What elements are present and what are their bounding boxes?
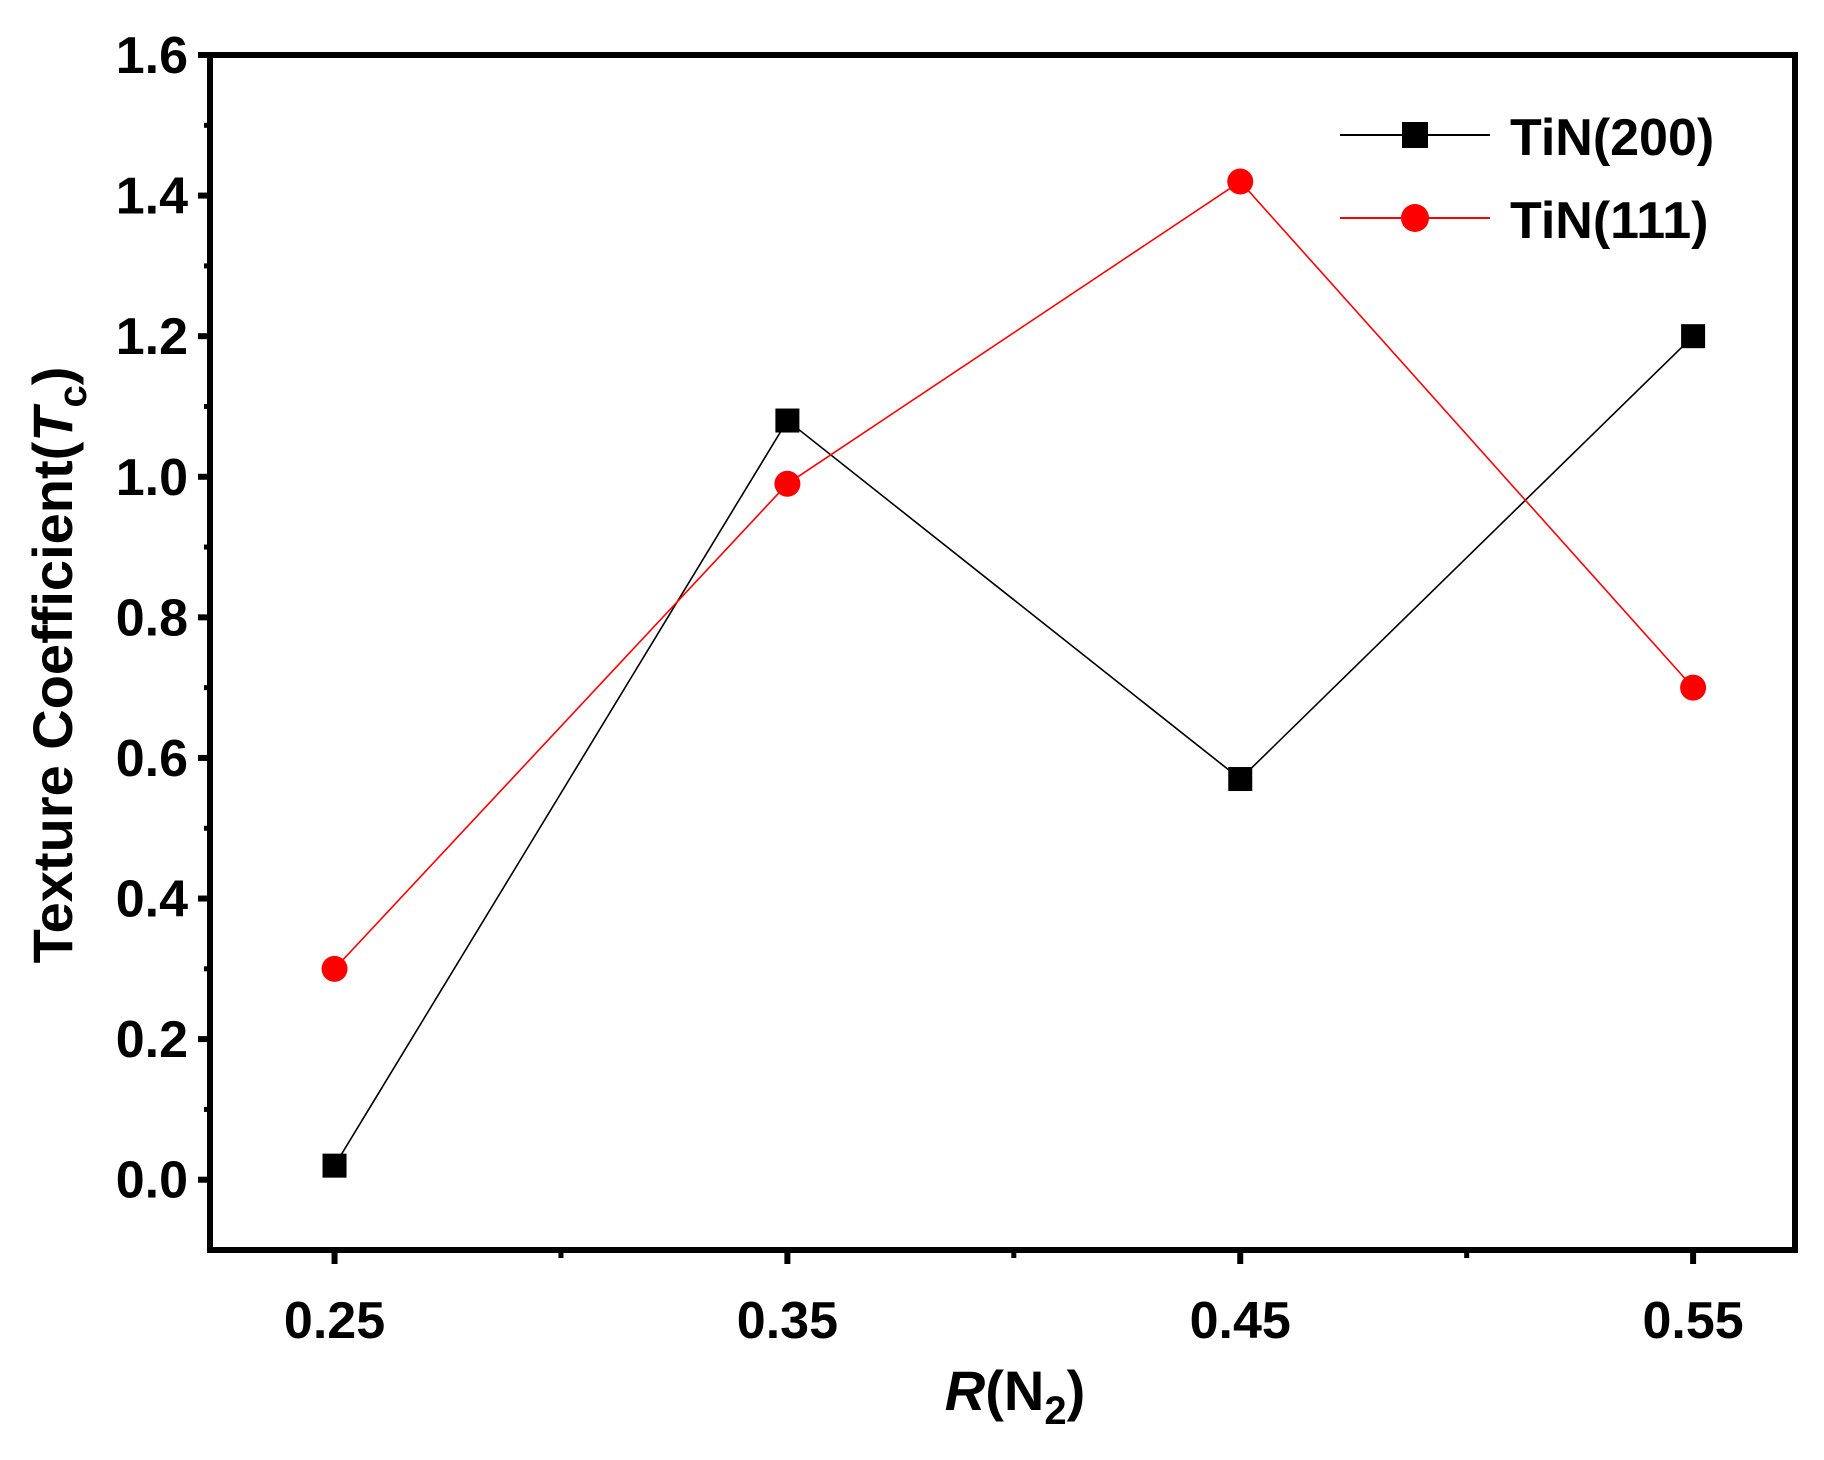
x-tick-label: 0.35 (737, 1292, 838, 1350)
x-tick-label: 0.25 (284, 1292, 385, 1350)
y-axis: 0.0 0.2 0.4 0.6 0.8 1.0 1.2 1.4 1.6 (116, 27, 211, 1210)
plot-frame (207, 52, 1798, 1253)
y-tick-label: 0.0 (116, 1152, 188, 1210)
x-axis-title-sub: 2 (1044, 1389, 1066, 1433)
y-tick-label: 1.2 (116, 308, 188, 366)
y-tick-label: 0.8 (116, 589, 188, 647)
y-axis-title-sub: c (51, 385, 95, 407)
x-tick-label: 0.45 (1190, 1292, 1291, 1350)
y-tick-label: 0.4 (116, 871, 188, 929)
data-point-circle (321, 955, 348, 982)
data-point-square (1228, 767, 1253, 792)
y-axis-title: Texture Coefficient(Tc) (21, 367, 95, 964)
data-point-square (775, 408, 800, 433)
x-axis-title: R(N2) (945, 1359, 1085, 1433)
x-tick-label: 0.55 (1642, 1292, 1743, 1350)
y-tick-label: 0.2 (116, 1011, 188, 1069)
data-point-circle (1227, 168, 1254, 195)
data-point-circle (774, 470, 801, 497)
y-tick-label: 1.0 (116, 449, 188, 507)
y-tick-label: 1.6 (116, 27, 188, 85)
data-point-square (1681, 324, 1706, 349)
y-tick-label: 0.6 (116, 730, 188, 788)
x-axis-title-close: ) (1067, 1359, 1086, 1422)
data-point-square (322, 1153, 347, 1178)
y-axis-title-italic: T (21, 403, 84, 442)
data-point-circle (1680, 674, 1707, 701)
legend-marker-circle-icon (1401, 204, 1429, 232)
series-line-tin111 (333, 180, 1694, 970)
series-line-tin200 (333, 335, 1694, 1167)
legend-label-tin200: TiN(200) (1510, 109, 1714, 167)
legend-marker-square-icon (1402, 122, 1428, 148)
y-axis-title-close: ) (21, 367, 84, 386)
y-axis-title-main: Texture Coefficient( (21, 441, 84, 963)
y-tick-label: 1.4 (116, 168, 188, 226)
x-axis: 0.25 0.35 0.45 0.55 (284, 1249, 1744, 1350)
x-axis-title-main: (N (985, 1359, 1044, 1422)
legend: TiN(200) TiN(111) (1340, 109, 1714, 250)
legend-label-tin111: TiN(111) (1510, 192, 1708, 250)
x-axis-title-italic: R (945, 1359, 986, 1422)
series-layer (321, 168, 1707, 1178)
